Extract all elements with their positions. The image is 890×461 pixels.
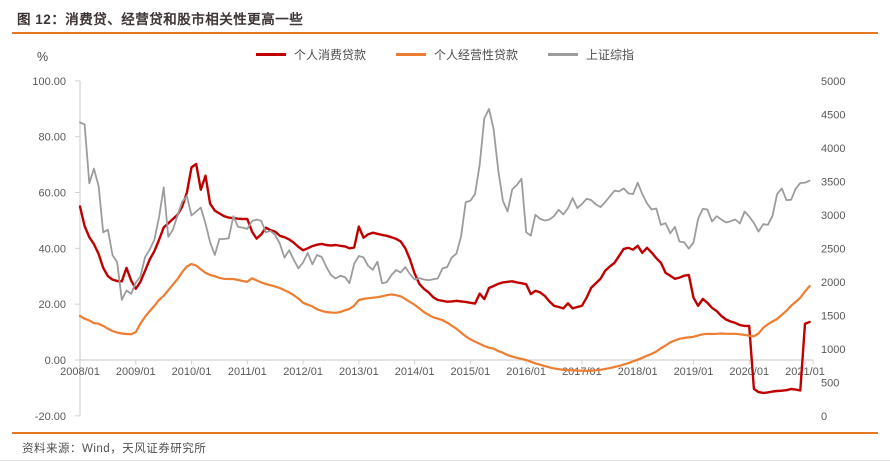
chart-tick-labels: 100.0080.0060.0040.0020.000.00-20.005000… <box>32 76 845 423</box>
right-axis-tick-label: 3000 <box>821 210 845 222</box>
chart-legend: 个人消费贷款 个人经营性贷款 上证综指 <box>0 46 890 63</box>
x-axis-tick-label: 2019/01 <box>674 366 714 378</box>
left-axis-tick-label: 100.00 <box>32 76 66 88</box>
x-axis-tick-label: 2014/01 <box>395 366 435 378</box>
right-axis-tick-label: 1500 <box>821 310 845 322</box>
x-axis-tick-label: 2021/01 <box>785 366 825 378</box>
figure-title: 图 12：消费贷、经营贷和股市相关性更高一些 <box>17 12 304 27</box>
left-axis-tick-label: 0.00 <box>45 355 66 367</box>
left-axis-tick-label: 80.00 <box>38 132 66 144</box>
legend-swatch-business-loan-icon <box>395 53 426 56</box>
source-note: 资料来源：Wind，天风证券研究所 <box>22 443 207 455</box>
left-axis-tick-label: 40.00 <box>38 243 66 255</box>
legend-swatch-shanghai-composite-icon <box>548 53 578 56</box>
title-divider-line <box>12 32 878 34</box>
x-axis-tick-label: 2015/01 <box>450 366 490 378</box>
x-axis-tick-label: 2012/01 <box>283 366 323 378</box>
x-axis-tick-label: 2017/01 <box>562 366 602 378</box>
right-axis-tick-label: 3500 <box>821 176 845 188</box>
series-business-loan-line <box>78 262 811 372</box>
right-axis-tick-label: 5000 <box>821 76 845 88</box>
left-axis-unit-label: % <box>37 50 49 64</box>
chart-tick-marks <box>75 80 814 417</box>
right-axis-tick-label: 500 <box>821 377 839 389</box>
left-axis-tick-label: 20.00 <box>38 299 66 311</box>
legend-swatch-consumer-loan-icon <box>255 53 286 56</box>
legend-item-shanghai-composite: 上证综指 <box>548 46 634 63</box>
x-axis-tick-label: 2020/01 <box>729 366 769 378</box>
x-axis-tick-label: 2016/01 <box>506 366 546 378</box>
right-axis-tick-label: 4500 <box>821 109 845 121</box>
left-axis-tick-label: -20.00 <box>35 411 66 423</box>
chart-axes <box>79 80 813 416</box>
x-axis-tick-label: 2011/01 <box>228 366 267 378</box>
right-axis-tick-label: 0 <box>821 411 827 423</box>
legend-item-consumer-loan: 个人消费贷款 <box>255 46 366 63</box>
series-shanghai-composite-line <box>79 108 811 301</box>
right-axis-tick-label: 1000 <box>821 344 845 356</box>
x-axis-tick-label: 2009/01 <box>116 366 156 378</box>
right-axis-tick-label: 4000 <box>821 143 845 155</box>
chart-series-lines <box>78 108 811 395</box>
x-axis-tick-label: 2008/01 <box>60 366 100 378</box>
right-axis-tick-label: 2500 <box>821 243 845 255</box>
left-axis-tick-label: 60.00 <box>38 187 66 199</box>
legend-item-business-loan: 个人经营性贷款 <box>395 46 518 63</box>
legend-label-shanghai-composite: 上证综指 <box>586 48 635 62</box>
legend-label-business-loan: 个人经营性贷款 <box>433 48 518 62</box>
x-axis-tick-label: 2013/01 <box>339 366 379 378</box>
series-consumer-loan-line <box>78 162 811 395</box>
legend-label-consumer-loan: 个人消费贷款 <box>293 48 366 62</box>
x-axis-tick-label: 2010/01 <box>172 366 212 378</box>
right-axis-tick-label: 2000 <box>821 277 845 289</box>
x-axis-tick-label: 2018/01 <box>618 366 658 378</box>
source-divider-line <box>12 432 878 434</box>
